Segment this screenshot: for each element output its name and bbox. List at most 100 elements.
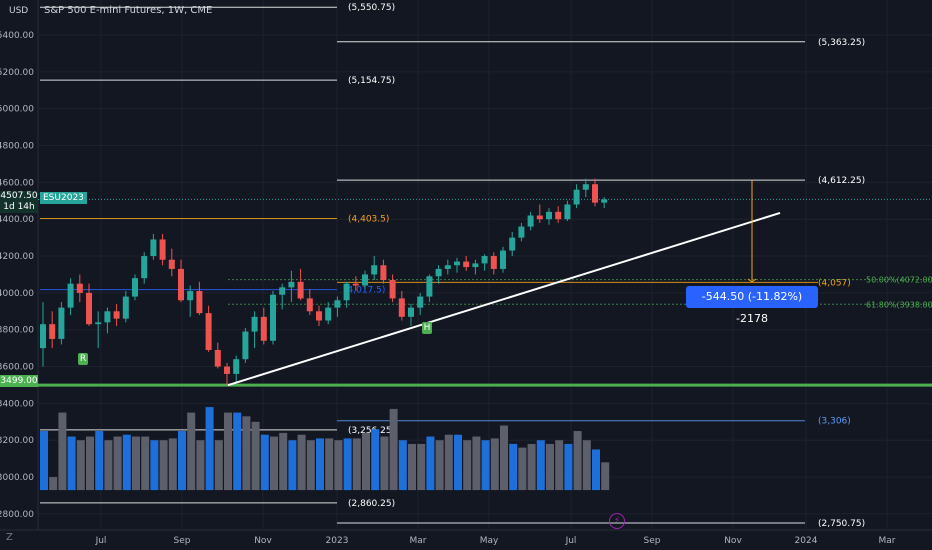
volume-bar — [150, 440, 159, 491]
fib-label: 50.00%(4072.00) — [866, 276, 932, 285]
volume-bar — [417, 443, 426, 491]
volume-bar — [95, 431, 104, 491]
candle-body — [527, 215, 534, 227]
price-tick-label: 2800.00 — [0, 510, 34, 520]
candle-body — [270, 294, 276, 341]
time-tick-label: Nov — [724, 536, 742, 546]
price-tick-label: 3800.00 — [0, 326, 34, 336]
candle-body — [490, 256, 497, 269]
fib-label: 61.80%(3938.00) — [866, 300, 932, 309]
horizontal-levels: (5,550.75) (5,363.25) (5,154.75) (4,612.25)… — [0, 3, 932, 529]
candle-body — [76, 283, 83, 293]
volume-bar — [205, 407, 214, 491]
candle-body — [86, 292, 92, 325]
level-label: (5,154.75) — [348, 76, 395, 86]
volume-bar — [509, 443, 518, 491]
price-tick-label: 5000.00 — [0, 105, 34, 115]
volume-bar — [481, 440, 490, 491]
candle-body — [122, 296, 129, 319]
volume-bar — [159, 440, 168, 491]
time-tick-label: 2023 — [326, 536, 349, 546]
candle-body — [141, 256, 148, 279]
candle-body — [205, 313, 212, 350]
drawings — [227, 180, 781, 387]
volume-bar — [398, 440, 407, 491]
candle-body — [380, 265, 387, 280]
time-tick-label: Sep — [174, 536, 191, 546]
volume-bar — [325, 438, 334, 491]
candle-body — [58, 307, 65, 339]
current-price: 4507.50 — [0, 191, 38, 201]
candle-body — [40, 324, 46, 349]
lightning-icon[interactable]: ⚡ — [609, 513, 625, 529]
candle-body — [104, 311, 111, 323]
price-tick-label: 3000.00 — [0, 473, 34, 483]
candle-body — [132, 278, 138, 297]
candle-body — [509, 237, 516, 251]
candle-body — [398, 298, 405, 317]
candle-body — [536, 215, 543, 220]
volume-bar — [334, 440, 343, 491]
volume-bars — [40, 407, 610, 491]
candle-body — [408, 307, 414, 317]
volume-bar — [435, 440, 444, 491]
volume-bar — [343, 438, 352, 491]
level-label: (5,363.25) — [818, 38, 865, 48]
candle-body — [463, 261, 470, 268]
price-tick-label: 4400.00 — [0, 215, 34, 225]
volume-bar — [546, 443, 554, 491]
marker-h[interactable]: H — [422, 322, 432, 334]
candle-body — [426, 276, 433, 297]
price-axis: 5400.00 5200.00 5000.00 4800.00 4600.00 4400.… — [0, 31, 34, 520]
volume-bar — [224, 412, 232, 491]
time-tick-label: Mar — [879, 536, 896, 546]
volume-bar — [472, 436, 481, 491]
volume-bar — [490, 438, 499, 491]
candle-body — [214, 349, 221, 367]
volume-bar — [251, 421, 260, 491]
measure-label[interactable]: -544.50 (-11.82%) -2178 — [686, 286, 818, 325]
volume-bar — [555, 440, 564, 491]
candle-body — [306, 298, 313, 312]
candle-body — [49, 324, 56, 339]
candle-body — [279, 287, 286, 295]
candle-body — [371, 265, 378, 275]
candlesticks — [40, 178, 608, 385]
candle-body — [481, 256, 488, 264]
volume-bar — [40, 431, 48, 491]
marker-r[interactable]: R — [78, 353, 88, 365]
candle-body — [251, 316, 258, 332]
candle-body — [316, 311, 322, 321]
volume-bar — [233, 412, 242, 491]
volume-bar — [408, 443, 416, 491]
level-label: (4,403.5) — [348, 215, 389, 225]
candle-body — [518, 226, 525, 238]
volume-bar — [444, 434, 453, 491]
bar-countdown: 1d 14h — [3, 202, 35, 212]
volume-bar — [454, 434, 462, 491]
candle-body — [288, 281, 295, 288]
volume-bar — [362, 432, 370, 491]
volume-bar — [297, 434, 306, 491]
level-label: (3,306) — [818, 417, 851, 427]
volume-bar — [536, 440, 545, 491]
time-tick-label: Jul — [95, 536, 107, 546]
candle-body — [592, 184, 598, 203]
candle-body — [113, 311, 120, 319]
price-tick-label: 4800.00 — [0, 142, 34, 152]
volume-bar — [178, 431, 186, 491]
volume-bar — [288, 440, 297, 491]
volume-bar — [132, 436, 140, 491]
zoom-icon[interactable]: Z — [6, 532, 13, 543]
volume-bar — [518, 447, 527, 491]
volume-bar — [214, 440, 223, 491]
level-label: (5,550.75) — [348, 3, 395, 13]
level-label: (2,860.25) — [348, 499, 395, 509]
volume-bar — [67, 436, 76, 491]
level-label: (2,750.75) — [818, 519, 865, 529]
volume-bar — [260, 434, 269, 491]
time-tick-label: May — [480, 536, 499, 546]
volume-bar — [380, 436, 389, 491]
volume-bar — [49, 477, 58, 491]
